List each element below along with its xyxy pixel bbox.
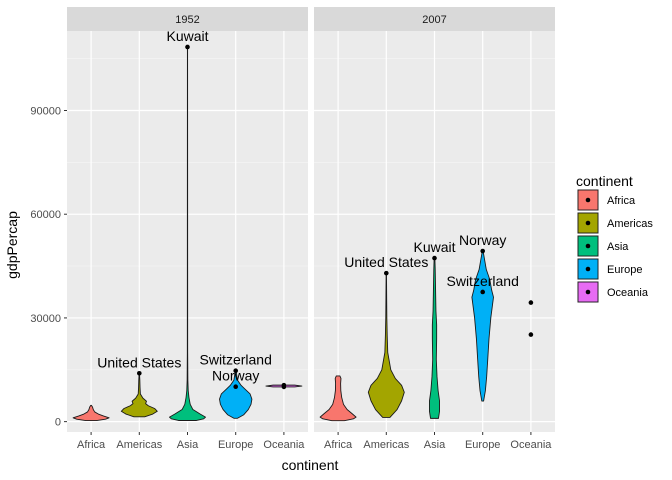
- legend-key-asia: Asia: [577, 235, 629, 257]
- data-point: [528, 300, 534, 305]
- x-tick-label: Americas: [363, 439, 409, 451]
- y-axis-title: gdpPercap: [4, 211, 20, 279]
- legend-label: Europe: [607, 264, 642, 276]
- x-tick-label: Asia: [424, 439, 446, 451]
- data-point: [233, 368, 238, 373]
- legend-key-africa: Africa: [577, 189, 636, 211]
- y-tick-label: 0: [55, 417, 61, 429]
- legend-point: [585, 289, 591, 295]
- y-tick-label: 90000: [30, 106, 61, 118]
- facet-panel-1952: 1952 United States Kuwait SwitzerlandNorway…: [67, 7, 308, 451]
- legend-key-europe: Europe: [577, 258, 642, 280]
- point-label: Switzerland: [447, 273, 519, 289]
- legend-point: [585, 243, 591, 249]
- legend-label: Americas: [607, 218, 653, 230]
- x-tick-label: Europe: [465, 439, 500, 451]
- point-label: Norway: [212, 368, 259, 384]
- legend-label: Africa: [607, 195, 636, 207]
- data-point: [281, 382, 287, 388]
- facet-strip-label: 2007: [422, 14, 446, 26]
- x-tick-label: Africa: [324, 439, 353, 451]
- data-point: [528, 332, 534, 337]
- x-tick-label: Europe: [218, 439, 253, 451]
- x-tick-label: Oceania: [510, 439, 552, 451]
- legend-point: [585, 197, 591, 203]
- data-point: [137, 370, 142, 376]
- data-point: [233, 384, 238, 390]
- legend-key-americas: Americas: [577, 212, 653, 234]
- point-label: Kuwait: [166, 28, 208, 44]
- data-point: [480, 289, 486, 295]
- point-label: Switzerland: [200, 352, 272, 368]
- x-tick-label: Asia: [177, 439, 199, 451]
- legend: continent Africa Americas Asia Europe Oceani…: [576, 173, 653, 303]
- x-tick-label: Americas: [116, 439, 162, 451]
- legend-label: Oceania: [607, 287, 649, 299]
- data-point: [384, 270, 389, 276]
- point-label: Kuwait: [413, 239, 455, 255]
- data-point: [480, 248, 486, 254]
- legend-point: [585, 266, 591, 272]
- point-label: United States: [344, 254, 428, 270]
- y-axis: 0 30000 60000 90000: [30, 106, 67, 429]
- facet-strip: [314, 7, 555, 31]
- x-axis-title: continent: [282, 457, 339, 473]
- x-tick-label: Oceania: [263, 439, 305, 451]
- legend-key-oceania: Oceania: [577, 281, 649, 303]
- legend-point: [585, 220, 591, 226]
- x-tick-label: Africa: [77, 439, 106, 451]
- facet-strip-label: 1952: [175, 14, 199, 26]
- y-tick-label: 60000: [30, 209, 61, 221]
- point-label: United States: [97, 354, 181, 370]
- violin-africa: [72, 404, 110, 422]
- point-label: Norway: [459, 232, 506, 248]
- data-point: [185, 44, 190, 50]
- legend-title: continent: [576, 173, 633, 189]
- facet-strip: [67, 7, 308, 31]
- violin-africa: [319, 375, 357, 422]
- data-point: [432, 255, 437, 261]
- legend-label: Asia: [607, 241, 629, 253]
- y-tick-label: 30000: [30, 313, 61, 325]
